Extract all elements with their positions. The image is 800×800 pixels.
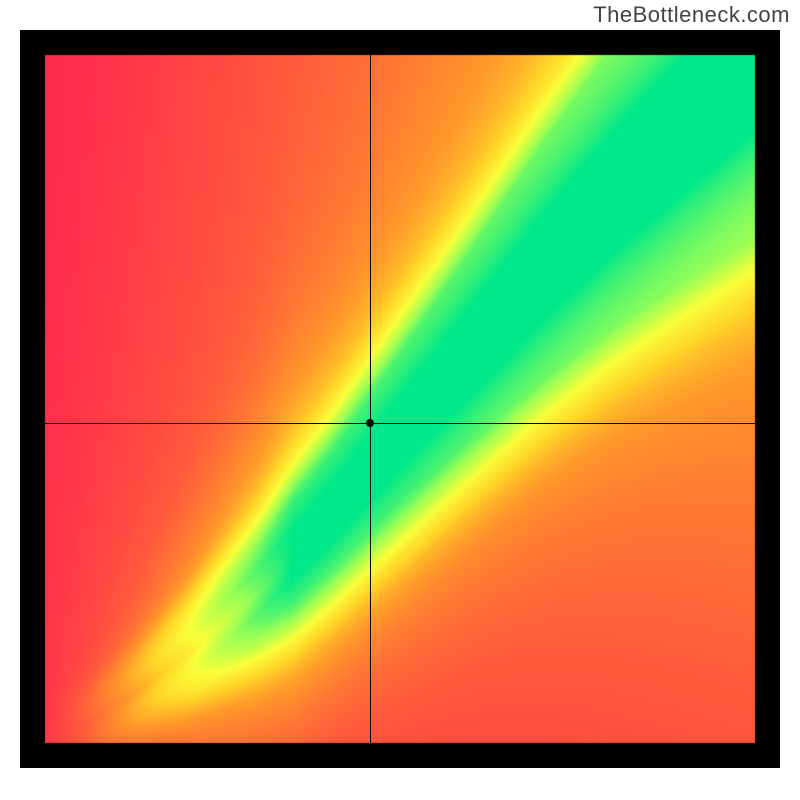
crosshair-vertical bbox=[370, 55, 371, 743]
plot-area bbox=[20, 30, 780, 768]
watermark-text: TheBottleneck.com bbox=[593, 2, 790, 28]
data-point-marker bbox=[366, 419, 374, 427]
heatmap-canvas bbox=[20, 30, 780, 768]
heatmap-chart bbox=[20, 30, 780, 768]
crosshair-horizontal bbox=[45, 423, 755, 424]
